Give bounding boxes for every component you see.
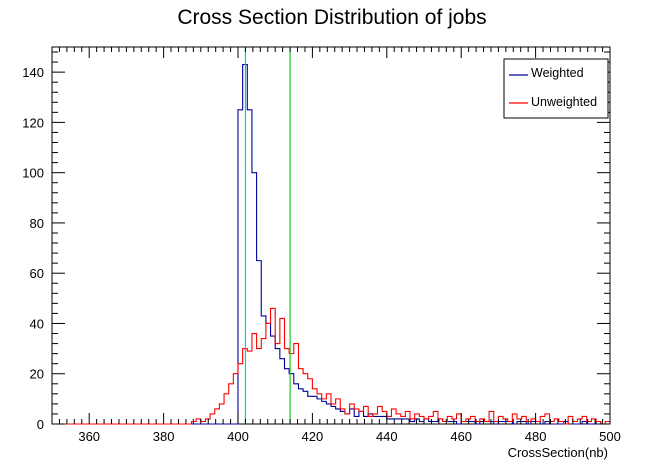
y-tick-label: 40 — [30, 316, 44, 331]
x-tick-label: 420 — [302, 429, 324, 444]
y-tick-label: 100 — [22, 166, 44, 181]
y-tick-label: 60 — [30, 266, 44, 281]
x-tick-label: 440 — [376, 429, 398, 444]
y-tick-label: 120 — [22, 115, 44, 130]
legend-label-weighted: Weighted — [531, 66, 584, 80]
reference-lines — [244, 47, 291, 424]
x-tick-label: 500 — [599, 429, 621, 444]
chart-title: Cross Section Distribution of jobs — [177, 6, 486, 29]
x-tick-label: 360 — [78, 429, 100, 444]
y-tick-label: 20 — [30, 367, 44, 382]
x-tick-label: 400 — [227, 429, 249, 444]
x-tick-label: 380 — [153, 429, 175, 444]
y-tick-label: 140 — [22, 65, 44, 80]
legend-box — [503, 58, 609, 119]
series-weighted — [52, 64, 610, 425]
x-tick-label: 460 — [450, 429, 472, 444]
x-axis-label: CrossSection(nb) — [508, 445, 608, 460]
x-tick-label: 480 — [525, 429, 547, 444]
y-tick-label: 80 — [30, 216, 44, 231]
legend: Weighted Unweighted — [503, 58, 609, 119]
y-tick-label: 0 — [37, 417, 44, 432]
axes: 360 380 400 420 440 460 480 500 0 20 40 60 80 100 120 1… — [22, 47, 621, 444]
histogram-bars — [52, 64, 610, 425]
plot-frame — [51, 46, 611, 425]
legend-label-unweighted: Unweighted — [531, 95, 597, 109]
